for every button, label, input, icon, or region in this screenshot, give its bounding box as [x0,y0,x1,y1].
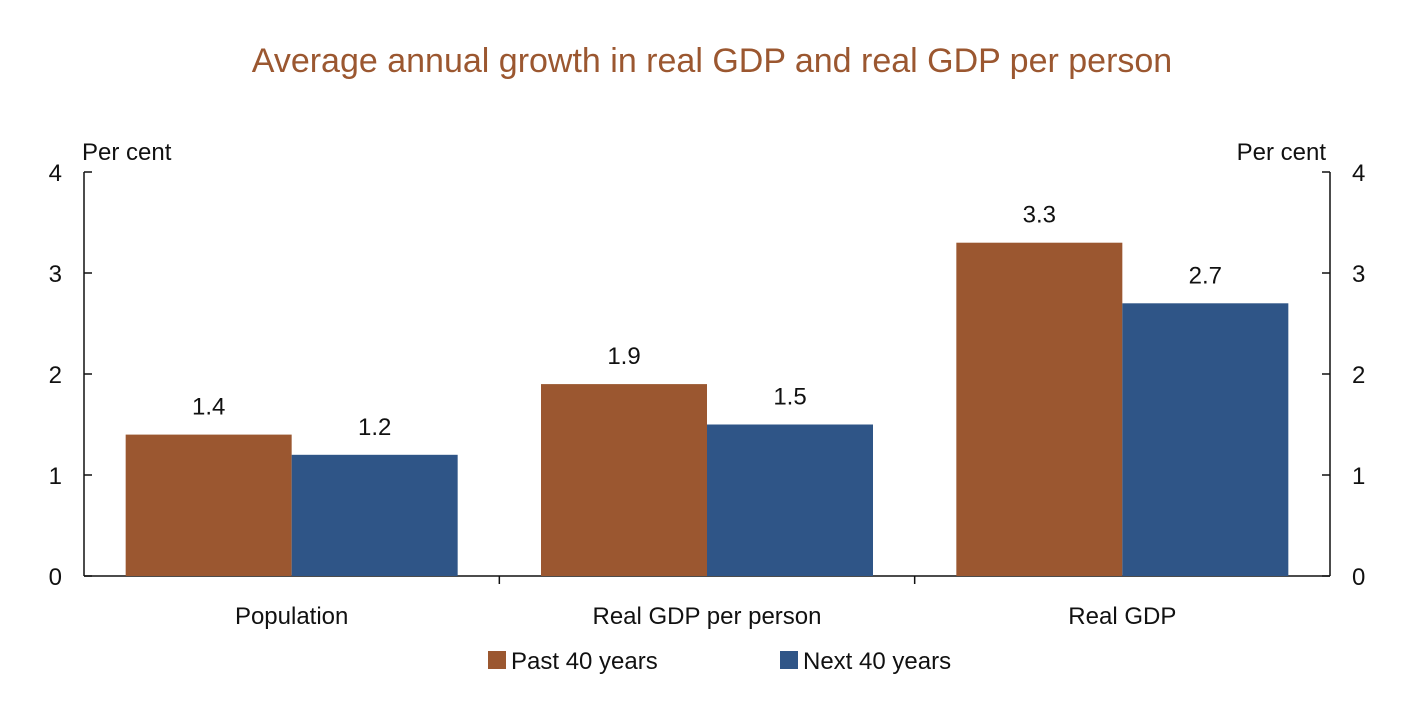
y-tick-label-right: 2 [1352,362,1365,389]
data-label: 2.7 [1189,262,1222,289]
legend-swatch [488,651,506,669]
data-label: 1.4 [192,394,225,421]
legend-label: Past 40 years [511,648,658,675]
legend-label: Next 40 years [803,648,951,675]
data-label: 1.5 [773,384,806,411]
x-category-label: Real GDP [1068,603,1176,630]
y-tick-label-right: 3 [1352,261,1365,288]
bar [291,454,458,576]
y-tick-label-right: 0 [1352,564,1365,591]
y-tick-label-left: 3 [49,261,62,288]
bar [707,424,873,576]
data-label: 1.9 [607,343,640,370]
bars-group: 1.4 1.2 1.9 1.5 3.3 2.7 [125,202,1289,576]
bar [956,242,1123,576]
data-label: 1.2 [358,414,391,441]
y-tick-label-left: 0 [49,564,62,591]
y-tick-label-right: 4 [1352,160,1365,187]
bar [125,434,292,576]
y-tick-label-left: 4 [49,160,62,187]
y-tick-label-left: 1 [49,463,62,490]
x-category-label: Population [235,603,348,630]
y-tick-label-left: 2 [49,362,62,389]
left-axis-unit-label: Per cent [82,139,172,166]
y-tick-label-right: 1 [1352,463,1365,490]
data-label: 3.3 [1023,202,1056,229]
chart-title: Average annual growth in real GDP and re… [251,42,1173,80]
right-axis-unit-label: Per cent [1237,139,1327,166]
bar [1122,303,1289,576]
x-category-label: Real GDP per person [592,603,821,630]
bar [541,384,707,576]
legend-swatch [780,651,798,669]
legend: Past 40 years Next 40 years [488,648,951,675]
